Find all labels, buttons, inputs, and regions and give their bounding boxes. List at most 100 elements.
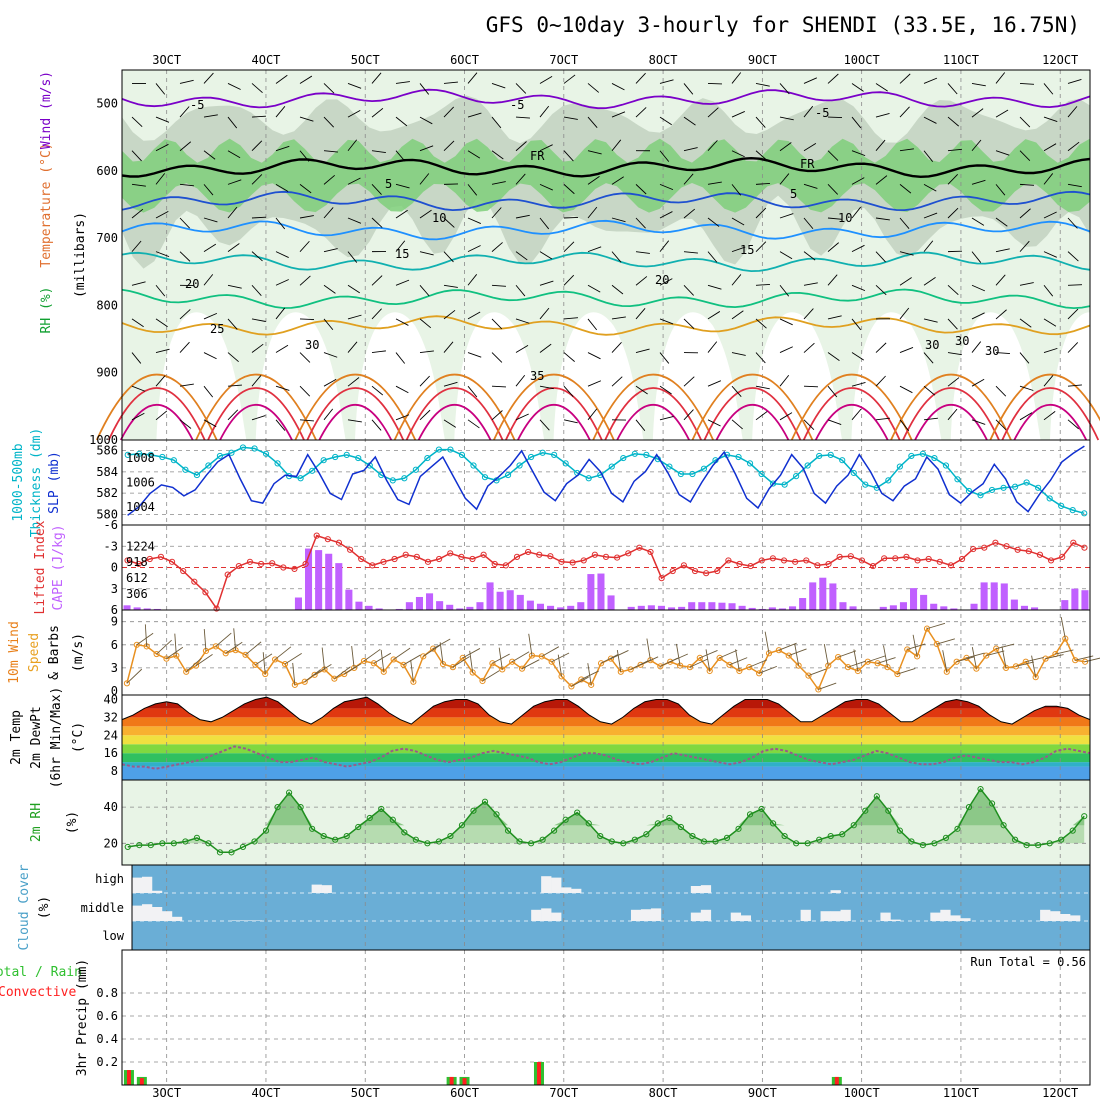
wind-barb	[539, 251, 553, 260]
wind-barb	[395, 385, 409, 394]
cape-bar	[516, 594, 524, 610]
wind-barb	[659, 116, 672, 126]
cloud-bar-high	[151, 890, 163, 893]
lifted-index-point	[146, 555, 153, 563]
wind-barb	[1019, 240, 1030, 252]
wind10m-barb	[233, 628, 237, 651]
dry-plume	[255, 312, 346, 440]
cloud-bar-high	[551, 877, 562, 893]
cloud-bar-middle	[241, 920, 253, 921]
wind-barb	[875, 375, 886, 387]
rh2m-point	[1023, 842, 1030, 849]
wind10m-point	[765, 650, 773, 657]
cloud-background	[132, 865, 1090, 950]
lifted-index-point	[947, 562, 955, 569]
lifted-index-point	[769, 555, 776, 562]
li-tick: 6	[111, 603, 118, 617]
isotherm-line	[121, 190, 1091, 212]
thickness-point	[412, 466, 419, 473]
upper-ylabel-right: (millibars)	[73, 212, 88, 298]
surface-isotherm-arch	[691, 373, 814, 441]
temp2m-ylabel: (°C)	[71, 722, 86, 753]
wind-barb	[1019, 208, 1031, 219]
wind10m-point	[548, 658, 555, 665]
wind10m-barb	[215, 632, 232, 647]
li-ylabel: Lifted Index	[33, 520, 48, 614]
x-tick-top: 11OCT	[943, 53, 979, 67]
wind10m-barb	[292, 662, 296, 685]
lifted-index-point	[213, 605, 220, 612]
rh2m-point	[666, 814, 673, 822]
wind-barb	[179, 251, 191, 262]
wind10m-barb	[462, 648, 481, 659]
wind-barb	[587, 408, 598, 421]
rh2m-point	[643, 831, 650, 838]
wind10m-barb	[853, 649, 859, 672]
wind-barb	[923, 150, 934, 162]
rh2m-point	[516, 838, 523, 845]
isotherm-label: -5	[190, 98, 204, 112]
wind-barb	[587, 83, 600, 93]
cloud-level-label: middle	[81, 901, 124, 915]
wind-barb	[395, 81, 410, 84]
wind10m-barb	[823, 643, 829, 666]
thickness-point	[1000, 484, 1007, 491]
wind-barb	[227, 384, 242, 387]
wind-barb	[731, 352, 746, 356]
wind-barb	[779, 284, 790, 297]
wind-barb	[1043, 251, 1057, 258]
wind10m-barb	[616, 650, 622, 672]
wind-barb	[635, 184, 647, 195]
lifted-index-point	[324, 536, 331, 543]
wind10m-barb	[1084, 657, 1100, 663]
rh2m-point	[470, 807, 477, 814]
wind-barb	[731, 310, 744, 320]
wind-barb	[1067, 183, 1082, 188]
thickness-tick: 586	[96, 444, 118, 458]
thickness-ylabel-2: Thickness (dm)	[29, 428, 44, 538]
isotherm-label: 35	[530, 369, 544, 383]
surface-isotherm-arch	[417, 403, 492, 441]
wind-barb	[875, 83, 888, 92]
rh2m-point	[931, 840, 938, 847]
li-tick: 3	[111, 582, 118, 596]
lifted-index-point	[758, 557, 765, 564]
cape-tick: 612	[126, 571, 148, 585]
thickness-point	[1058, 502, 1065, 509]
wind-barb	[563, 184, 575, 195]
cape-bar	[668, 607, 676, 610]
wind-barb	[923, 183, 937, 192]
lifted-index-point	[847, 553, 854, 560]
precip-ylabel-unit: 3hr Precip (mm)	[75, 959, 90, 1076]
wind10m-point	[597, 660, 605, 667]
wind-barb	[323, 116, 335, 128]
wind10m-barb	[971, 647, 977, 669]
dewpt2m-line	[121, 745, 1091, 770]
lifted-index-point	[636, 544, 643, 551]
cape-bar	[849, 606, 857, 610]
wind-barb	[971, 108, 984, 118]
wind-barb	[179, 383, 194, 387]
thickness-point	[355, 454, 362, 462]
cape-bar	[607, 595, 615, 610]
cape-bar	[809, 582, 817, 610]
wind-barb	[227, 243, 240, 253]
wind-barb	[491, 318, 503, 330]
temp-band	[122, 753, 1090, 763]
wind10m-barb	[304, 669, 321, 683]
thickness-point	[862, 481, 869, 488]
cape-bar	[990, 582, 998, 610]
lifted-index-point	[525, 548, 532, 556]
upper-ylabel-temp: Temperature (°C)	[39, 142, 54, 267]
temp-band	[122, 762, 1090, 767]
wind10m-barb	[883, 645, 888, 668]
wind-barb	[971, 341, 982, 353]
precip-ylabel-total: Total / Rain	[0, 965, 82, 980]
wind10m-point	[518, 665, 526, 672]
wind-barb	[1067, 141, 1080, 152]
surface-isotherm-arch	[592, 373, 714, 441]
wind10m-barb	[351, 646, 355, 668]
cloud-bar-high	[690, 886, 702, 893]
wind-barb	[971, 217, 985, 226]
wind10m-barb	[646, 638, 651, 661]
